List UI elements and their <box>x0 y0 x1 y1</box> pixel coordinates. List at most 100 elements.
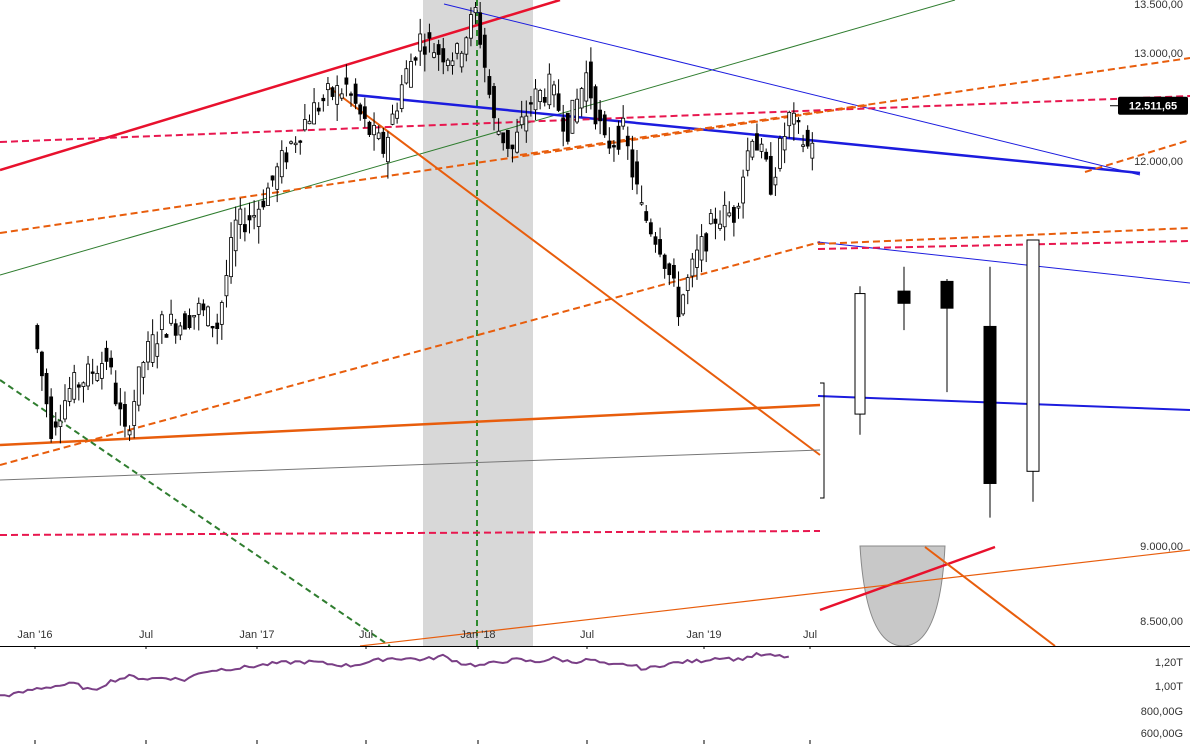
candle-body-up <box>759 143 764 152</box>
candle-body-up <box>376 132 381 140</box>
last-price-label: 12.511,65 <box>1129 101 1177 113</box>
candle-body-up <box>229 237 233 278</box>
candle-body-down <box>330 87 335 97</box>
candle-body-up <box>86 363 90 387</box>
candle-body-up <box>238 208 243 225</box>
trend-orange-dashed-main <box>0 104 871 234</box>
candle-body-up <box>750 140 755 158</box>
candle-body-down <box>667 263 672 276</box>
candle-body-up <box>538 89 543 103</box>
candle-body-down <box>381 131 386 154</box>
candle-body-down <box>556 93 561 111</box>
candle-body-up <box>685 277 690 291</box>
candle-body-up <box>570 99 575 134</box>
trend-orange-dashed-short <box>1084 139 1190 173</box>
candle-body-down <box>210 326 215 329</box>
grey-ellipse-shape <box>859 545 946 647</box>
trend-blue-zoom-thick <box>817 395 1190 411</box>
axes-layer <box>0 646 1190 744</box>
candle-body-up <box>302 119 307 131</box>
candle-body-up <box>524 115 529 132</box>
candle-body-up <box>695 249 699 268</box>
candle-body-down <box>635 161 639 185</box>
trend-green-channel <box>0 0 956 276</box>
candle-body-up <box>252 215 257 218</box>
candle-body-down <box>755 133 759 151</box>
candle-body-down <box>542 97 547 103</box>
candle-body-down <box>349 93 353 96</box>
trend-orange-dashed-top <box>519 57 1190 156</box>
trend-orange-bottom-fall <box>924 546 1056 647</box>
trend-gray-line <box>0 449 821 481</box>
candle-body-down <box>436 44 441 55</box>
candle-body-down <box>53 421 58 428</box>
candle-body-down <box>607 140 612 149</box>
candle-body-down <box>505 129 510 149</box>
candle-body-down <box>215 322 220 330</box>
candle-body-up <box>67 388 72 402</box>
x-tick-label: Jul <box>803 629 817 641</box>
candle-body-down <box>482 34 487 68</box>
candle-body-down <box>104 347 109 362</box>
candle-body-up <box>339 93 344 99</box>
candle-body-down <box>35 325 40 350</box>
volume-tick-label: 800,00G <box>1141 706 1183 718</box>
zoom-candle-down <box>940 280 954 309</box>
volume-tick-label: 600,00G <box>1141 728 1183 740</box>
candle-body-down <box>676 286 681 318</box>
candle-body-up <box>307 120 312 125</box>
candle-body-down <box>270 175 275 181</box>
candle-body-up <box>455 43 459 54</box>
candle-body-up <box>741 176 746 204</box>
candle-body-down <box>90 371 95 374</box>
candle-body-down <box>593 86 598 125</box>
candle-body-down <box>672 264 676 279</box>
candle-body-down <box>648 222 653 235</box>
candle-body-up <box>279 150 284 178</box>
last-price-tag <box>1118 96 1188 115</box>
candle-body-down <box>731 206 736 223</box>
shaded-region-layer <box>423 0 946 647</box>
trend-red-bottom <box>819 545 996 612</box>
trend-red-dashed-low <box>0 530 821 536</box>
candle-body-up <box>787 111 792 127</box>
candle-body-up <box>519 116 524 126</box>
candle-body-up <box>773 176 778 186</box>
candle-body-down <box>713 218 718 224</box>
volume-panel-layer: 1,20T 1,00T 800,00G 600,00G <box>0 651 1183 740</box>
candle-body-up <box>275 166 280 190</box>
zoom-candles-layer <box>820 239 1040 518</box>
candle-body-up <box>718 223 722 229</box>
candle-body-up <box>196 302 201 315</box>
candle-body-down <box>164 334 169 338</box>
candle-body-up <box>690 258 695 277</box>
candle-body-down <box>40 351 44 377</box>
candle-body-down <box>344 77 349 85</box>
candle-body-down <box>501 132 506 144</box>
candle-body-down <box>113 382 118 405</box>
candle-body-down <box>441 48 446 63</box>
candle-body-up <box>326 83 330 91</box>
candle-body-up <box>155 343 160 357</box>
zoom-candle-up <box>854 293 866 415</box>
candle-body-up <box>99 363 104 379</box>
trend-orange-falling <box>329 87 821 456</box>
candle-body-up <box>386 136 390 163</box>
candle-body-up <box>390 113 395 125</box>
x-tick-label: Jan '19 <box>686 629 721 641</box>
x-tick-label: Jan '18 <box>460 629 495 641</box>
candle-body-down <box>76 384 81 388</box>
candle-body-up <box>533 88 538 111</box>
candle-body-down <box>764 151 769 160</box>
candle-body-up <box>810 142 815 159</box>
candle-body-up <box>399 84 404 109</box>
candle-body-down <box>316 107 321 112</box>
candle-body-down <box>805 129 810 147</box>
candle-body-down <box>598 109 603 122</box>
candle-body-up <box>256 208 261 227</box>
candle-body-up <box>727 212 732 217</box>
candle-body-down <box>298 140 303 143</box>
candle-body-down <box>658 239 662 255</box>
